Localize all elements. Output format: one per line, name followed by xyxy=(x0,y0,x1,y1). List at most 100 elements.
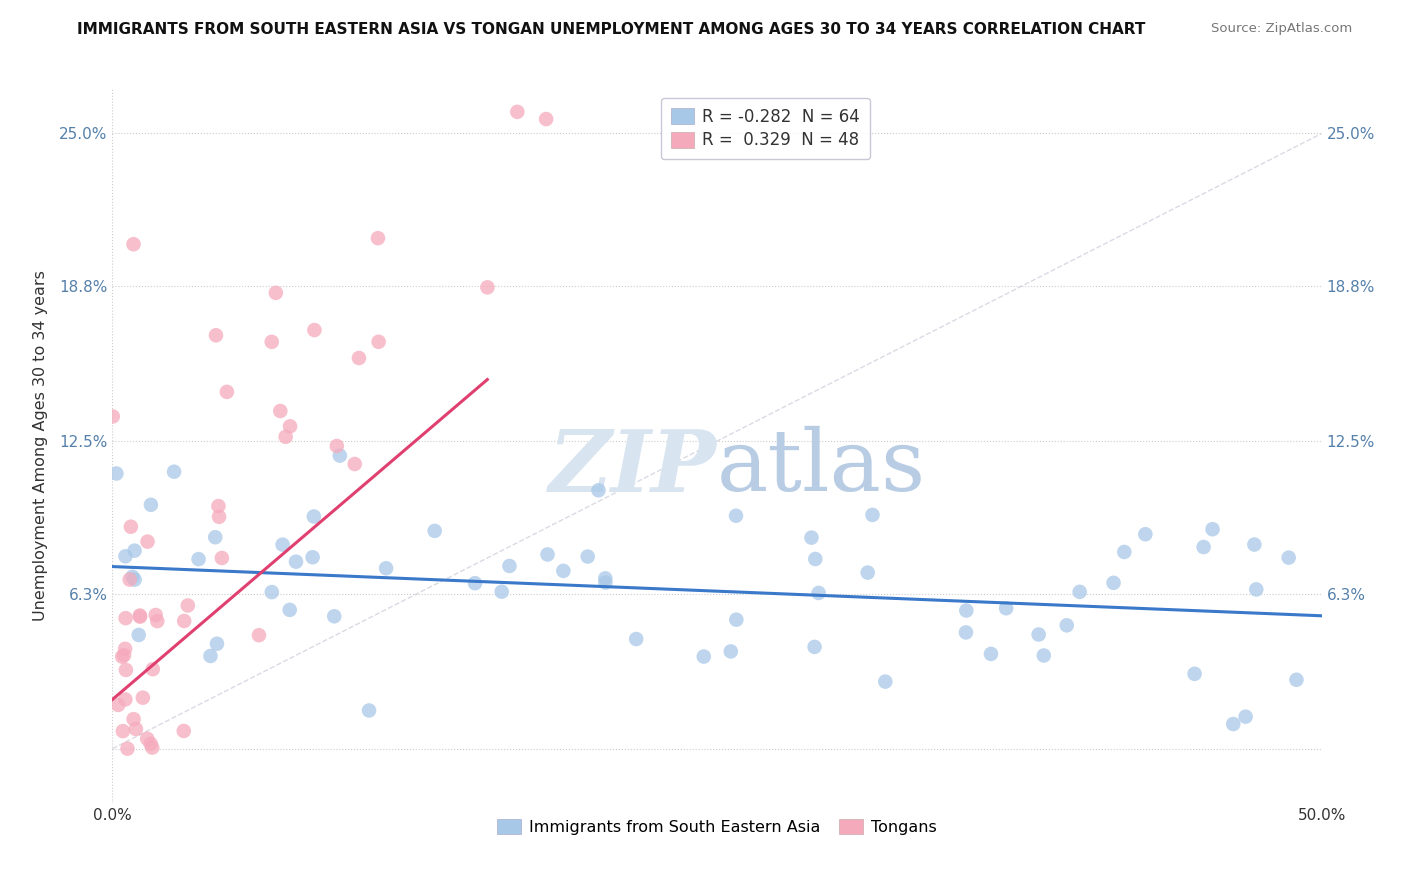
Point xyxy=(1114,545,1136,559)
Point xyxy=(506,104,529,119)
Point xyxy=(115,663,138,677)
Point xyxy=(807,586,830,600)
Point xyxy=(856,566,879,580)
Legend: Immigrants from South Eastern Asia, Tongans: Immigrants from South Eastern Asia, Tong… xyxy=(491,813,943,841)
Point xyxy=(107,698,129,712)
Point xyxy=(301,550,323,565)
Point xyxy=(124,543,146,558)
Point xyxy=(114,611,136,625)
Point xyxy=(177,599,200,613)
Point xyxy=(124,573,146,587)
Point xyxy=(367,334,389,349)
Point xyxy=(1028,627,1050,641)
Point xyxy=(274,430,297,444)
Point xyxy=(491,584,513,599)
Point xyxy=(121,570,143,584)
Point xyxy=(724,508,747,523)
Point xyxy=(593,571,616,585)
Point xyxy=(595,575,617,590)
Point xyxy=(1234,709,1257,723)
Text: IMMIGRANTS FROM SOUTH EASTERN ASIA VS TONGAN UNEMPLOYMENT AMONG AGES 30 TO 34 YE: IMMIGRANTS FROM SOUTH EASTERN ASIA VS TO… xyxy=(77,22,1146,37)
Point xyxy=(588,483,610,498)
Point xyxy=(534,112,557,126)
Point xyxy=(205,637,228,651)
Point xyxy=(136,534,159,549)
Point xyxy=(423,524,446,538)
Point xyxy=(1069,585,1091,599)
Point xyxy=(955,603,977,617)
Point xyxy=(139,737,162,751)
Text: Source: ZipAtlas.com: Source: ZipAtlas.com xyxy=(1212,22,1353,36)
Point xyxy=(1056,618,1078,632)
Point xyxy=(278,603,301,617)
Point xyxy=(264,285,287,300)
Point xyxy=(302,509,325,524)
Point xyxy=(211,551,233,566)
Point xyxy=(125,722,148,736)
Point xyxy=(464,576,486,591)
Point xyxy=(117,741,139,756)
Point xyxy=(955,625,977,640)
Point xyxy=(347,351,370,365)
Point xyxy=(215,384,238,399)
Point xyxy=(536,548,558,562)
Point xyxy=(725,613,748,627)
Point xyxy=(141,740,163,755)
Point xyxy=(260,334,283,349)
Point xyxy=(142,662,165,676)
Point xyxy=(101,409,124,424)
Point xyxy=(173,614,195,628)
Point xyxy=(128,608,150,623)
Point xyxy=(285,555,308,569)
Point xyxy=(200,648,222,663)
Point xyxy=(208,509,231,524)
Point xyxy=(357,703,380,717)
Point xyxy=(477,280,499,294)
Point xyxy=(1246,582,1268,597)
Point xyxy=(553,564,575,578)
Point xyxy=(269,404,291,418)
Point xyxy=(247,628,270,642)
Point xyxy=(800,531,823,545)
Point xyxy=(803,640,825,654)
Point xyxy=(1032,648,1054,663)
Point xyxy=(1201,522,1223,536)
Point xyxy=(304,323,326,337)
Point xyxy=(875,674,897,689)
Point xyxy=(111,649,134,664)
Point xyxy=(720,644,742,658)
Point xyxy=(163,465,186,479)
Point xyxy=(111,724,134,739)
Text: atlas: atlas xyxy=(717,425,927,509)
Point xyxy=(173,723,195,738)
Point xyxy=(128,628,150,642)
Point xyxy=(576,549,599,564)
Point xyxy=(367,231,389,245)
Point xyxy=(862,508,884,522)
Point xyxy=(1222,717,1244,731)
Point xyxy=(122,712,145,726)
Point xyxy=(1285,673,1308,687)
Point xyxy=(624,632,647,646)
Point xyxy=(129,609,152,624)
Point xyxy=(375,561,398,575)
Text: ZIP: ZIP xyxy=(550,425,717,509)
Point xyxy=(995,601,1018,615)
Point xyxy=(205,328,228,343)
Y-axis label: Unemployment Among Ages 30 to 34 years: Unemployment Among Ages 30 to 34 years xyxy=(34,270,48,622)
Point xyxy=(139,498,162,512)
Point xyxy=(120,520,142,534)
Point xyxy=(136,731,159,746)
Point xyxy=(122,237,145,252)
Point xyxy=(329,449,352,463)
Point xyxy=(114,641,136,656)
Point xyxy=(132,690,155,705)
Point xyxy=(980,647,1002,661)
Point xyxy=(146,614,169,628)
Point xyxy=(1192,540,1215,554)
Point xyxy=(271,538,294,552)
Point xyxy=(1243,537,1265,551)
Point xyxy=(1278,550,1301,565)
Point xyxy=(1102,575,1125,590)
Point xyxy=(1135,527,1157,541)
